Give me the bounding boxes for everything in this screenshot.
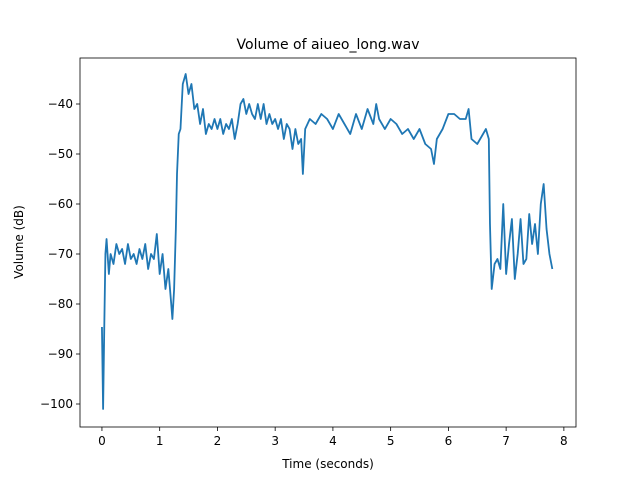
y-tick-label: −90	[48, 347, 73, 361]
y-tick-label: −50	[48, 147, 73, 161]
x-tick-label: 8	[560, 434, 568, 448]
x-tick-label: 6	[445, 434, 453, 448]
x-axis-label: Time (seconds)	[281, 457, 374, 471]
plot-frame	[79, 57, 577, 428]
y-tick-label: −100	[40, 397, 73, 411]
y-tick-label: −80	[48, 297, 73, 311]
x-tick-label: 3	[271, 434, 279, 448]
x-tick-label: 2	[214, 434, 222, 448]
y-tick-label: −60	[48, 197, 73, 211]
y-axis-label: Volume (dB)	[12, 205, 26, 279]
x-tick-label: 7	[502, 434, 510, 448]
x-tick-label: 1	[156, 434, 164, 448]
chart-title: Volume of aiueo_long.wav	[237, 37, 420, 53]
y-tick-label: −70	[48, 247, 73, 261]
x-tick-label: 5	[387, 434, 395, 448]
data-line	[101, 73, 554, 410]
y-tick-label: −40	[48, 97, 73, 111]
x-tick-label: 0	[98, 434, 106, 448]
x-tick-label: 4	[329, 434, 337, 448]
